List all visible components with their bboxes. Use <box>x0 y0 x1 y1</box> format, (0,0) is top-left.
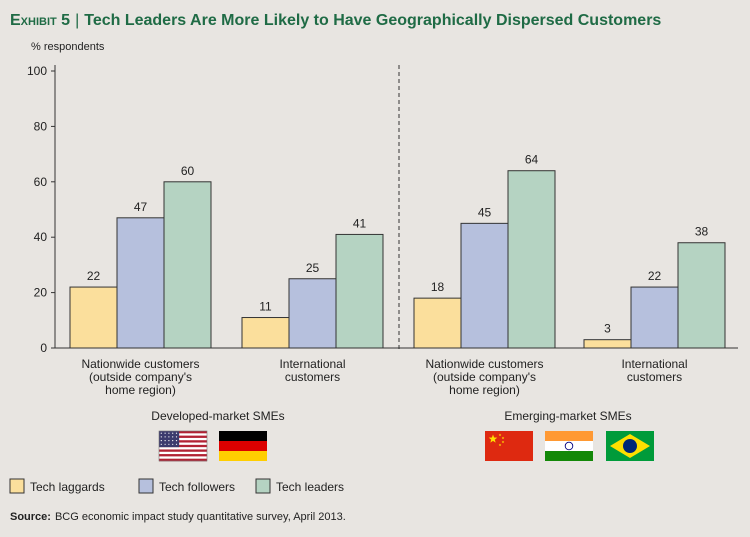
category-label: Nationwide customers <box>81 357 199 371</box>
bar-value-label: 45 <box>478 205 492 219</box>
bar <box>69 286 118 349</box>
panel-label: Emerging-market SMEs <box>504 409 631 423</box>
bar-value-label: 47 <box>134 200 148 214</box>
india-flag <box>545 431 593 461</box>
category-label: customers <box>627 370 682 384</box>
exhibit-title: Exhibit 5 | Tech Leaders Are More Likely t… <box>10 12 661 29</box>
germany-flag <box>219 431 267 461</box>
y-tick-label: 100 <box>27 64 47 78</box>
category-label: home region) <box>449 383 520 397</box>
bar-value-label: 22 <box>87 269 101 283</box>
bar-value-label: 38 <box>695 225 709 239</box>
y-tick-label: 0 <box>40 341 47 355</box>
china-flag <box>485 431 533 461</box>
legend: Tech laggards Tech followers Tech leaders <box>9 478 344 494</box>
bar <box>413 297 462 349</box>
category-label: (outside company's <box>89 370 192 384</box>
bar-value-label: 18 <box>431 280 445 294</box>
legend-label: Tech leaders <box>276 480 344 494</box>
bar-value-label: 22 <box>648 269 662 283</box>
brazil-flag <box>606 431 654 461</box>
bar <box>507 170 556 349</box>
category-label: customers <box>285 370 340 384</box>
panel-label: Developed-market SMEs <box>151 409 284 423</box>
y-axis-title: % respondents <box>31 41 105 53</box>
bar-value-label: 64 <box>525 153 539 167</box>
bar <box>335 233 384 349</box>
y-tick-label: 20 <box>34 286 48 300</box>
bar-value-label: 60 <box>181 164 195 178</box>
exhibit-label: Exhibit 5 <box>10 12 70 29</box>
us-flag <box>158 430 208 462</box>
flags <box>158 430 654 462</box>
y-tick-label: 60 <box>34 175 48 189</box>
category-label: home region) <box>105 383 176 397</box>
title-text: Tech Leaders Are More Likely to Have Geo… <box>84 12 661 29</box>
bar <box>163 181 212 349</box>
category-label: International <box>279 357 345 371</box>
bar-value-label: 11 <box>259 300 272 314</box>
y-tick-label: 40 <box>34 230 48 244</box>
legend-swatch <box>9 478 25 494</box>
bar-value-label: 25 <box>306 261 320 275</box>
legend-swatch <box>138 478 154 494</box>
bar-value-label: 3 <box>604 322 611 336</box>
category-label: International <box>621 357 687 371</box>
legend-label: Tech laggards <box>30 480 105 494</box>
bar <box>583 339 632 349</box>
legend-swatch <box>255 478 271 494</box>
bar <box>630 286 679 349</box>
source-note: Source: BCG economic impact study quantit… <box>10 511 346 523</box>
bar <box>460 222 509 349</box>
source-text: BCG economic impact study quantitative s… <box>55 511 346 523</box>
legend-label: Tech followers <box>159 480 235 494</box>
source-label: Source: <box>10 511 51 523</box>
title-separator: | <box>75 12 79 29</box>
bar <box>288 278 337 349</box>
y-tick-label: 80 <box>34 119 48 133</box>
bar <box>677 242 726 349</box>
bar-value-label: 41 <box>353 216 367 230</box>
category-label: Nationwide customers <box>425 357 543 371</box>
bar <box>241 317 290 349</box>
category-label: (outside company's <box>433 370 536 384</box>
bar <box>116 217 165 349</box>
